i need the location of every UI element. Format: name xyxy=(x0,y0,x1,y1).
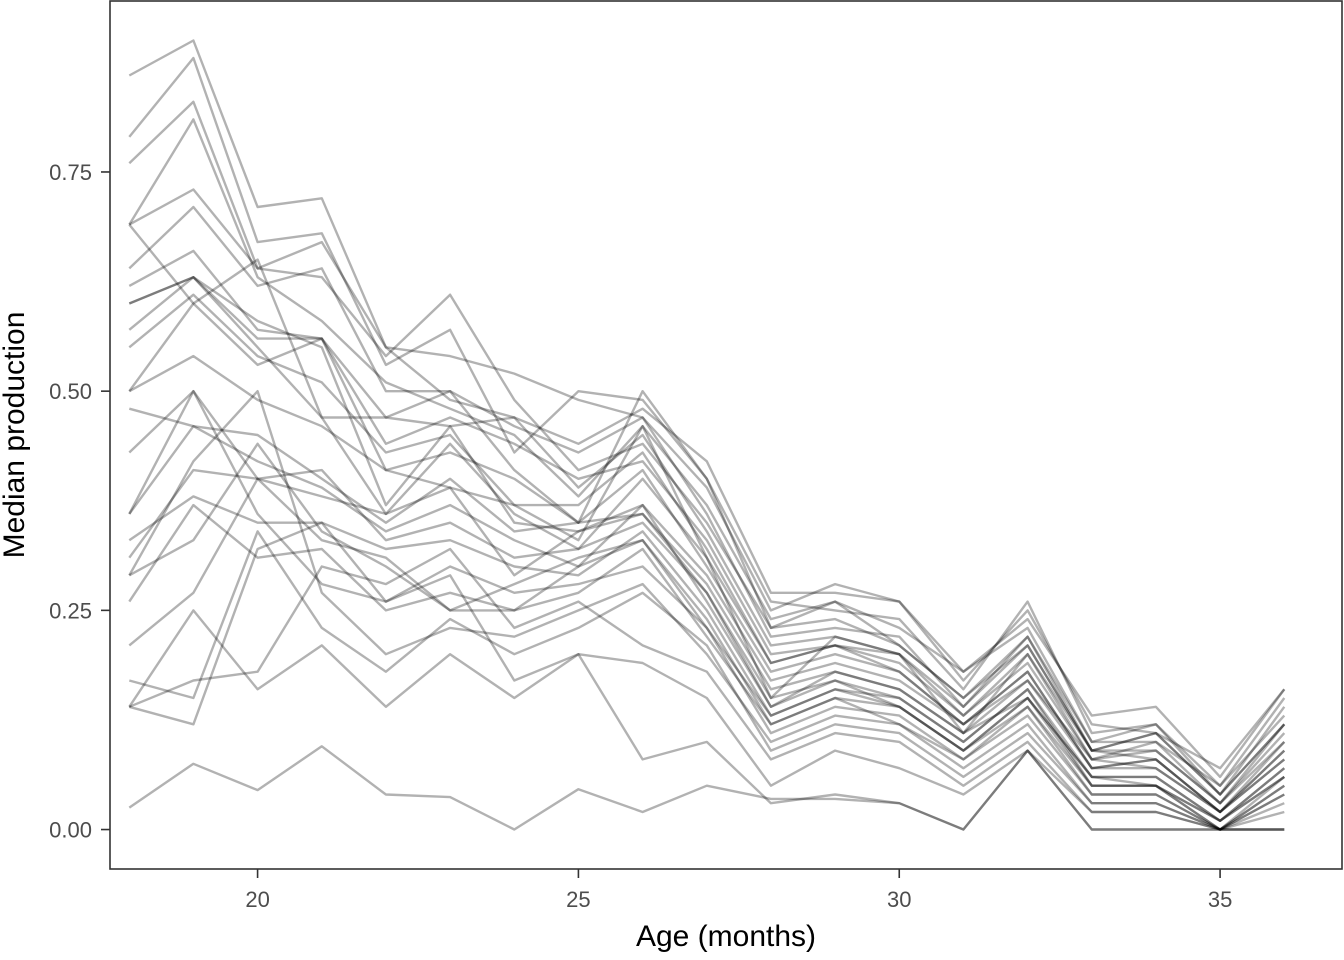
series-line-13 xyxy=(128,276,1286,814)
series-line-8 xyxy=(128,276,1286,805)
x-axis-title: Age (months) xyxy=(636,920,816,953)
series-line-25 xyxy=(128,530,1285,831)
series-line-3 xyxy=(128,100,1286,770)
series-line-16 xyxy=(128,390,1286,822)
series-line-20 xyxy=(128,442,1285,831)
series-line-6 xyxy=(128,205,1286,796)
y-tick-label: 0.25 xyxy=(49,598,92,623)
series-line-22 xyxy=(128,503,1285,831)
series-line-9 xyxy=(128,276,1286,796)
series-line-7 xyxy=(128,249,1286,805)
series-line-12 xyxy=(128,223,1286,814)
x-tick-label: 20 xyxy=(245,887,269,912)
series-line-5 xyxy=(128,188,1286,787)
series-line-14 xyxy=(128,258,1286,814)
x-tick-label: 25 xyxy=(566,887,590,912)
y-tick-label: 0.00 xyxy=(49,818,92,843)
series-line-28 xyxy=(128,521,1285,831)
y-tick-label: 0.50 xyxy=(49,379,92,404)
series-line-23 xyxy=(128,477,1285,822)
y-axis: 0.00 0.25 0.50 0.75 xyxy=(49,160,110,843)
x-axis: 20 25 30 35 xyxy=(245,869,1232,912)
series-line-11 xyxy=(128,354,1286,814)
plot-panel-background xyxy=(110,0,1342,869)
series-line-15 xyxy=(128,407,1286,814)
series-line-19 xyxy=(128,468,1286,831)
series-line-21 xyxy=(128,390,1285,831)
series-line-1 xyxy=(128,39,1286,779)
series-line-2 xyxy=(128,56,1286,787)
x-tick-label: 35 xyxy=(1208,887,1232,912)
series-line-26 xyxy=(128,547,1285,831)
y-axis-title: Median production xyxy=(0,312,31,559)
series-line-27 xyxy=(128,609,1285,831)
y-tick-label: 0.75 xyxy=(49,160,92,185)
series-line-29 xyxy=(128,745,1285,831)
series-line-10 xyxy=(128,293,1286,805)
series-line-4 xyxy=(128,118,1286,796)
series-line-17 xyxy=(128,425,1286,822)
series-lines xyxy=(128,39,1286,831)
series-line-24 xyxy=(128,390,1285,831)
series-line-18 xyxy=(128,495,1285,822)
plot-panel-border xyxy=(109,0,1343,870)
x-tick-label: 30 xyxy=(887,887,911,912)
